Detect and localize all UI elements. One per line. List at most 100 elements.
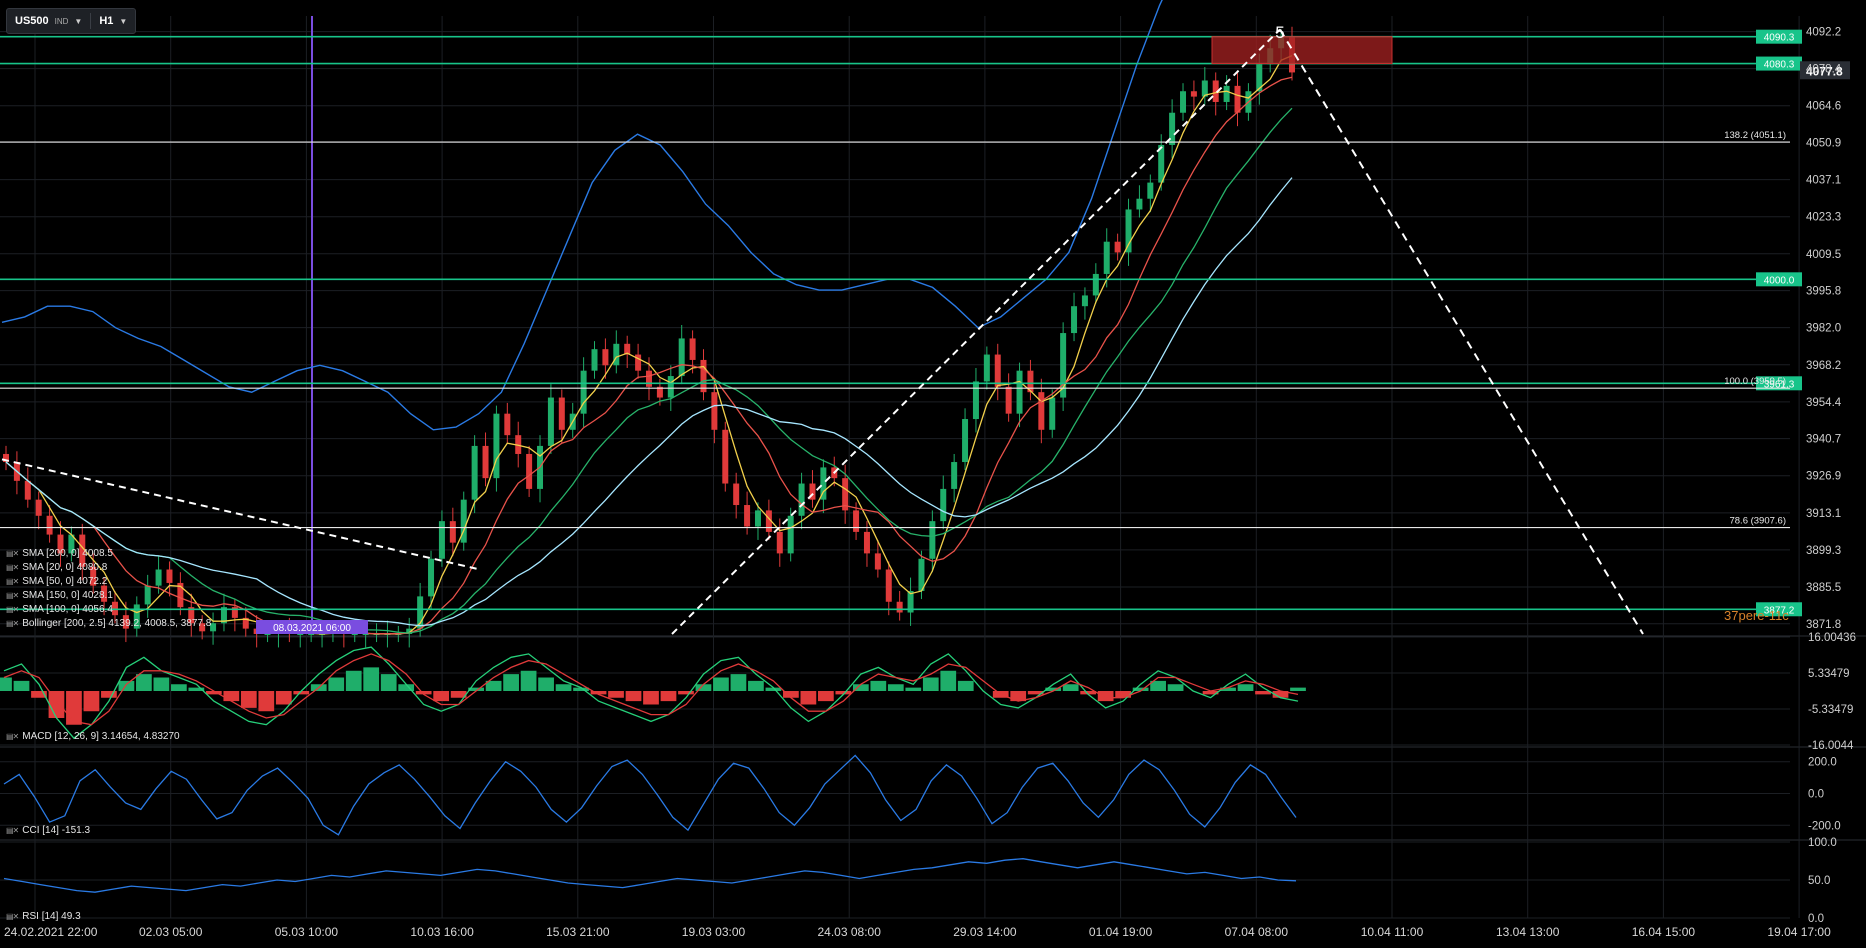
candle-body <box>1103 241 1110 274</box>
candle-body <box>155 569 162 586</box>
y-tick-label: -16.0044 <box>1808 740 1854 752</box>
y-tick-label: 4092.2 <box>1806 27 1841 39</box>
indicator-settings-icon[interactable]: ▤✕ <box>6 619 19 628</box>
macd-histogram-bar <box>118 680 135 691</box>
level-price-tag <box>1756 376 1802 391</box>
candle-body <box>656 386 663 398</box>
sma200-legend[interactable]: ▤✕ SMA [200, 0] 4008.5 <box>6 548 113 559</box>
candle-body <box>297 634 304 635</box>
x-tick-label: 24.02.2021 22:00 <box>4 925 98 939</box>
macd-histogram-bar <box>835 690 852 695</box>
bollinger-upper-line <box>1 0 1163 431</box>
indicator-settings-icon[interactable]: ▤✕ <box>6 591 19 600</box>
macd-histogram-bar <box>258 690 275 712</box>
candle-body <box>1092 273 1099 296</box>
macd-histogram-bar <box>293 690 310 695</box>
indicator-settings-icon[interactable]: ▤✕ <box>6 826 19 835</box>
candle-body <box>918 558 925 592</box>
macd-histogram-bar <box>153 677 170 691</box>
macd-histogram-bar <box>1167 684 1184 691</box>
indicator-settings-icon[interactable]: ▤✕ <box>6 732 19 741</box>
macd-histogram-bar <box>275 690 292 705</box>
candle-body <box>1201 80 1208 97</box>
indicator-settings-icon[interactable]: ▤✕ <box>6 577 19 586</box>
y-tick-label: 3954.4 <box>1806 397 1842 409</box>
candle-body <box>3 453 9 463</box>
macd-histogram-bar <box>887 684 904 691</box>
macd-histogram-bar <box>170 684 187 691</box>
candle-body <box>1038 392 1045 430</box>
candle-body <box>362 634 369 635</box>
chart-toolbar: US500 IND ▼ H1 ▼ <box>6 8 137 34</box>
y-tick-label: 4037.1 <box>1806 175 1841 187</box>
symbol-selector[interactable]: US500 IND ▼ <box>7 9 90 33</box>
sma150-legend[interactable]: ▤✕ SMA [150, 0] 4028.1 <box>6 590 113 601</box>
sma100-legend[interactable]: ▤✕ SMA [100, 0] 4056.4 <box>6 604 113 615</box>
macd-histogram-bar <box>83 690 100 712</box>
macd-histogram-bar <box>905 687 922 691</box>
candle-body <box>46 515 53 535</box>
sma150-line <box>5 107 1293 634</box>
trendline-dashed[interactable] <box>1 458 481 571</box>
candle-body <box>765 510 772 532</box>
sma50-legend[interactable]: ▤✕ SMA [50, 0] 4072.2 <box>6 576 107 587</box>
macd-histogram-bar <box>485 680 502 691</box>
indicator-settings-icon[interactable]: ▤✕ <box>6 563 19 572</box>
target-zone-box[interactable] <box>1211 36 1393 65</box>
level-price-tag <box>1756 272 1802 287</box>
candle-body <box>1147 182 1154 199</box>
trendline-dashed[interactable] <box>671 28 1281 635</box>
candle-body <box>449 521 456 543</box>
macd-histogram-bar <box>783 690 799 698</box>
candle-body <box>820 467 827 500</box>
indicator-settings-icon[interactable]: ▤✕ <box>6 549 19 558</box>
date-marker-tag <box>256 620 368 634</box>
indicator-settings-icon[interactable]: ▤✕ <box>6 912 19 921</box>
candle-body <box>929 521 936 559</box>
candle-body <box>798 483 805 516</box>
level-price-label: 4090.3 <box>1764 33 1795 44</box>
timeframe-selector[interactable]: H1 ▼ <box>91 9 135 33</box>
macd-histogram-bar <box>748 680 764 691</box>
bollinger-legend[interactable]: ▤✕ Bollinger [200, 2.5] 4139.2, 4008.5, 3… <box>6 618 211 629</box>
y-tick-label: 4078.4 <box>1806 64 1842 76</box>
candle-body <box>1027 370 1034 393</box>
candle-body <box>24 480 31 500</box>
cci-line <box>3 754 1297 836</box>
candle-body <box>591 349 598 371</box>
candle-body <box>1136 198 1143 210</box>
candle-body <box>951 462 958 489</box>
macd-histogram-bar <box>800 690 817 705</box>
candle-body <box>1180 91 1187 113</box>
sma50-line <box>5 76 1293 635</box>
candle-body <box>602 349 609 366</box>
indicator-settings-icon[interactable]: ▤✕ <box>6 605 19 614</box>
macd-histogram-bar <box>48 690 65 718</box>
candle-body <box>842 478 849 511</box>
macd-histogram-bar <box>1237 684 1254 691</box>
macd-histogram-bar <box>1220 687 1236 691</box>
macd-histogram-bar <box>1255 690 1271 695</box>
sma20-label: SMA [20, 0] 4080.8 <box>22 562 108 573</box>
macd-histogram-bar <box>1132 687 1149 691</box>
symbol-label: US500 <box>15 15 49 27</box>
y-tick-label: 3899.3 <box>1806 545 1841 557</box>
candle-body <box>733 483 740 506</box>
candle-body <box>133 604 140 629</box>
macd-histogram-bar <box>1080 690 1097 695</box>
rsi-legend[interactable]: ▤✕ RSI [14] 49.3 <box>6 911 81 922</box>
macd-histogram-bar <box>433 690 450 702</box>
candle-body <box>972 381 979 420</box>
rsi-label: RSI [14] 49.3 <box>22 911 81 922</box>
y-tick-label: 200.0 <box>1808 757 1837 769</box>
macd-histogram-bar <box>468 687 485 691</box>
sma20-legend[interactable]: ▤✕ SMA [20, 0] 4080.8 <box>6 562 107 573</box>
candle-body <box>526 453 533 489</box>
cci-legend[interactable]: ▤✕ CCI [14] -151.3 <box>6 825 90 836</box>
candle-body <box>962 419 969 463</box>
projection-line-dashed[interactable] <box>1279 28 1644 635</box>
macd-histogram-bar <box>730 674 747 691</box>
candle-body <box>1158 144 1165 183</box>
macd-legend[interactable]: ▤✕ MACD [12, 26, 9] 3.14654, 4.83270 <box>6 731 180 742</box>
